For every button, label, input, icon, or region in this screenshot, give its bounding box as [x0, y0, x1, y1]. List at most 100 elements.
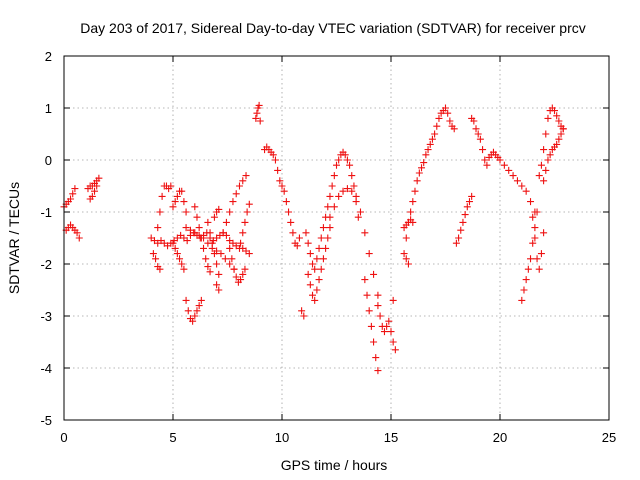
data-point — [180, 265, 188, 273]
data-point — [178, 187, 186, 195]
data-point — [193, 213, 201, 221]
data-point — [354, 213, 362, 221]
data-point — [496, 156, 504, 164]
data-point — [228, 255, 236, 263]
data-point — [243, 208, 251, 216]
data-point — [522, 187, 530, 195]
data-point — [295, 234, 303, 242]
series-s30 — [402, 255, 412, 268]
data-point — [197, 296, 205, 304]
data-point — [391, 346, 399, 354]
data-point — [315, 244, 323, 252]
data-point — [280, 187, 288, 195]
series-s33 — [518, 208, 541, 304]
data-point — [300, 312, 308, 320]
data-point — [158, 192, 166, 200]
data-point — [527, 255, 535, 263]
data-point — [431, 130, 439, 138]
data-point — [531, 224, 539, 232]
data-point — [367, 322, 375, 330]
data-point — [509, 172, 517, 180]
data-point — [559, 125, 567, 133]
data-point — [306, 281, 314, 289]
series-s21 — [298, 307, 308, 320]
y-tick-label: -5 — [40, 413, 52, 428]
data-point — [346, 161, 354, 169]
data-point — [171, 244, 179, 252]
series-s17 — [226, 244, 249, 286]
data-point — [241, 265, 249, 273]
series-s27 — [389, 296, 399, 354]
data-point — [476, 135, 484, 143]
data-point — [215, 270, 223, 278]
data-point — [189, 317, 197, 325]
data-point — [274, 166, 282, 174]
data-point — [407, 208, 415, 216]
data-point — [546, 151, 554, 159]
data-point — [544, 156, 552, 164]
data-point — [156, 208, 164, 216]
data-point — [518, 296, 526, 304]
series-s14 — [210, 205, 223, 221]
data-point — [524, 265, 532, 273]
data-point — [213, 281, 221, 289]
data-point — [210, 213, 218, 221]
data-point — [180, 198, 188, 206]
y-tick-label: -3 — [40, 309, 52, 324]
data-point — [400, 250, 408, 258]
data-point — [402, 255, 410, 263]
data-point — [206, 229, 214, 237]
data-point — [553, 140, 561, 148]
data-point — [404, 260, 412, 268]
data-point — [195, 302, 203, 310]
data-point — [380, 328, 388, 336]
series-s08 — [169, 187, 190, 216]
data-point — [71, 185, 79, 193]
data-point — [389, 338, 397, 346]
data-point — [222, 218, 230, 226]
data-point — [555, 117, 563, 125]
data-point — [226, 208, 234, 216]
data-point — [319, 255, 327, 263]
series-s23 — [304, 224, 334, 304]
data-point — [319, 224, 327, 232]
data-point — [173, 192, 181, 200]
grid — [64, 56, 609, 420]
data-point — [324, 234, 332, 242]
data-point — [411, 187, 419, 195]
data-points — [60, 101, 567, 375]
data-point — [348, 187, 356, 195]
data-point — [553, 112, 561, 120]
data-point — [235, 182, 243, 190]
data-point — [522, 276, 530, 284]
data-point — [372, 354, 380, 362]
y-tick-label: -4 — [40, 361, 52, 376]
data-point — [385, 317, 393, 325]
data-point — [376, 312, 384, 320]
data-point — [457, 226, 465, 234]
series-s36 — [540, 125, 567, 185]
series-s18 — [237, 200, 253, 247]
data-point — [239, 270, 247, 278]
data-point — [424, 146, 432, 154]
data-point — [452, 239, 460, 247]
data-point — [444, 109, 452, 117]
data-point — [313, 286, 321, 294]
data-point — [173, 250, 181, 258]
data-point — [413, 177, 421, 185]
data-point — [191, 312, 199, 320]
data-point — [540, 177, 548, 185]
data-point — [289, 229, 297, 237]
data-point — [374, 302, 382, 310]
data-point — [350, 182, 358, 190]
data-point — [293, 242, 301, 250]
data-point — [197, 234, 205, 242]
data-point — [551, 107, 558, 115]
data-point — [182, 224, 190, 232]
data-point — [213, 260, 221, 268]
data-point — [361, 229, 369, 237]
data-point — [459, 218, 467, 226]
data-point — [91, 187, 99, 195]
x-axis-label: GPS time / hours — [281, 457, 388, 473]
data-point — [191, 203, 199, 211]
